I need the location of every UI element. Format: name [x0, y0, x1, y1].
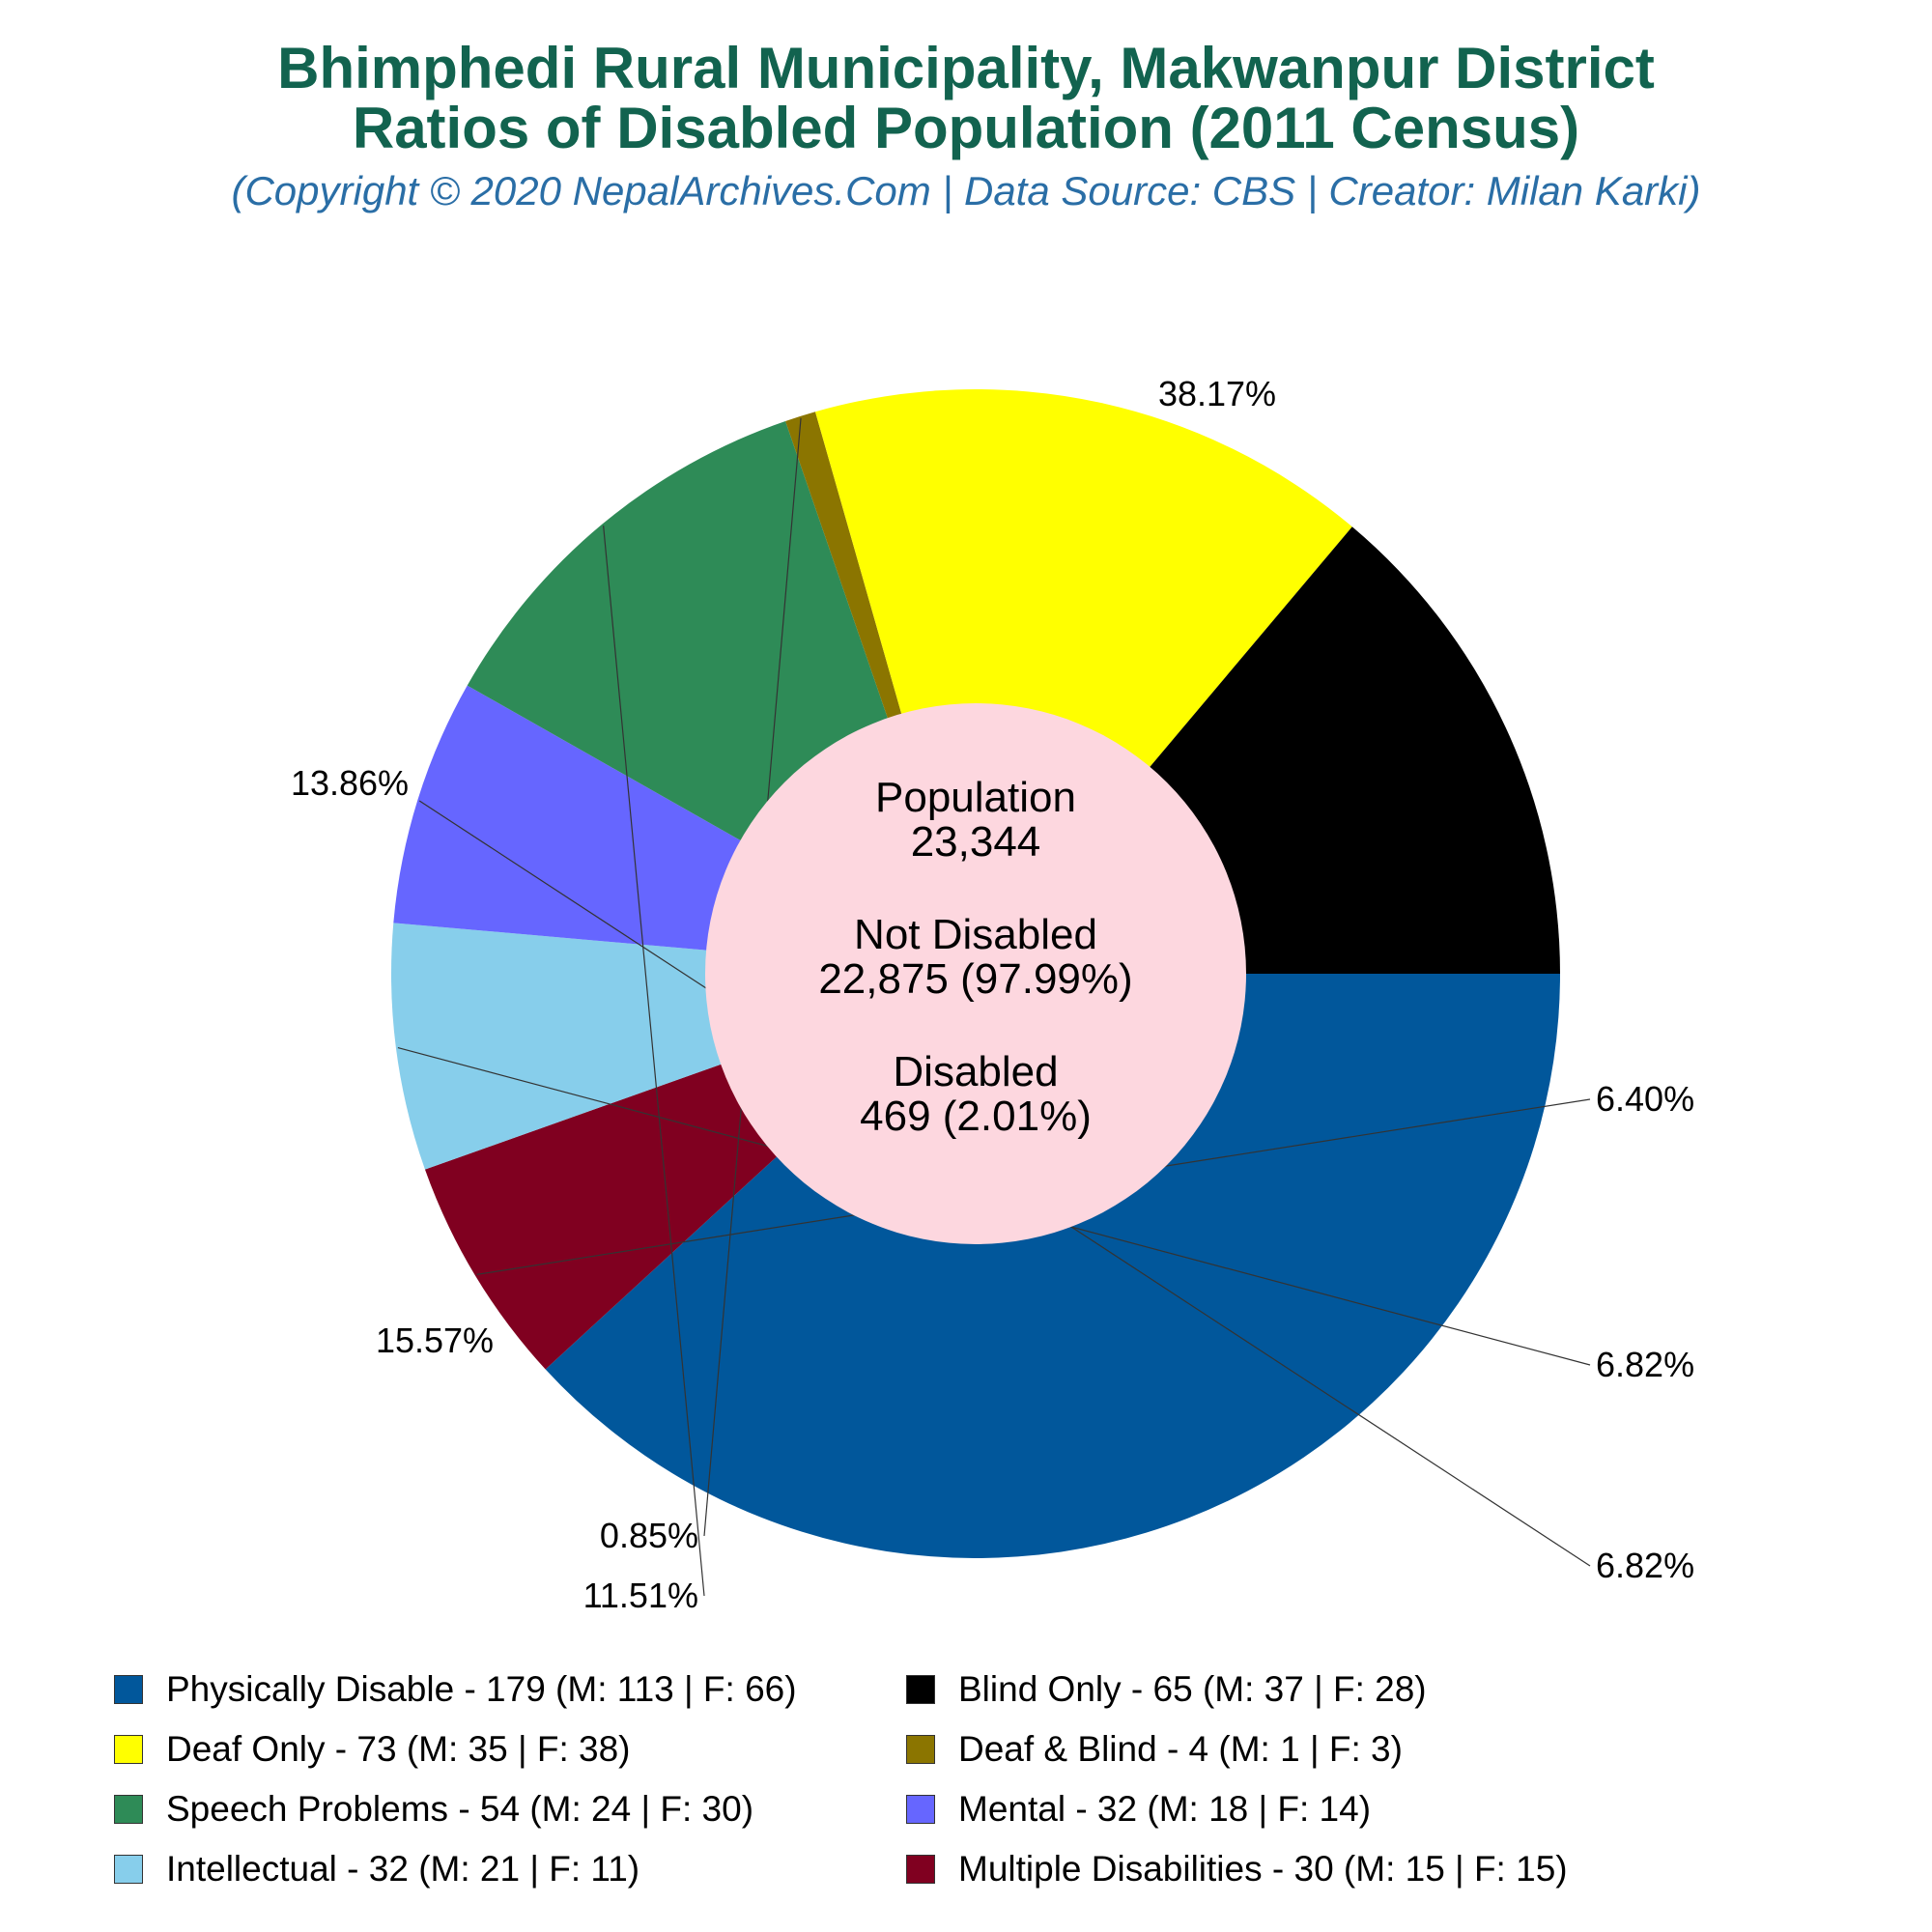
slice-label-speech-problems: 11.51% — [583, 1576, 698, 1615]
legend-swatch — [114, 1795, 143, 1824]
slice-physically-disable — [545, 974, 1560, 1558]
center-population-label: Population — [875, 774, 1076, 821]
legend-swatch — [114, 1735, 143, 1764]
center-text-group: Population 23,344 Not Disabled 22,875 (9… — [818, 774, 1132, 1140]
center-not-disabled-value: 22,875 (97.99%) — [818, 955, 1132, 1003]
legend-item: Speech Problems - 54 (M: 24 | F: 30) — [114, 1786, 753, 1833]
legend-swatch — [906, 1735, 935, 1764]
legend-swatch — [906, 1795, 935, 1824]
center-disabled-value: 469 (2.01%) — [860, 1093, 1092, 1140]
legend-item: Physically Disable - 179 (M: 113 | F: 66… — [114, 1666, 797, 1713]
chart-subtitle: (Copyright © 2020 NepalArchives.Com | Da… — [231, 168, 1701, 213]
slice-label-multiple-disabilities: 6.40% — [1596, 1079, 1694, 1119]
slice-labels-group: 38.17% 6.40% 6.82% 6.82% 11.51% 0.85% 15.57% 13… — [291, 374, 1694, 1615]
center-not-disabled-label: Not Disabled — [854, 911, 1097, 958]
slice-label-deaf-blind: 0.85% — [600, 1516, 698, 1555]
legend-item: Deaf Only - 73 (M: 35 | F: 38) — [114, 1726, 631, 1773]
legend-label: Deaf & Blind - 4 (M: 1 | F: 3) — [958, 1729, 1403, 1769]
legend-label: Physically Disable - 179 (M: 113 | F: 66… — [166, 1669, 797, 1709]
legend-label: Deaf Only - 73 (M: 35 | F: 38) — [166, 1729, 631, 1769]
center-circle — [705, 703, 1246, 1244]
legend-swatch — [906, 1855, 935, 1884]
legend-label: Multiple Disabilities - 30 (M: 15 | F: 1… — [958, 1849, 1568, 1889]
center-disabled-label: Disabled — [893, 1048, 1058, 1095]
legend-item: Blind Only - 65 (M: 37 | F: 28) — [906, 1666, 1427, 1713]
slice-label-blind-only: 13.86% — [291, 763, 409, 803]
slice-label-intellectual: 6.82% — [1596, 1345, 1694, 1384]
legend-item: Mental - 32 (M: 18 | F: 14) — [906, 1786, 1371, 1833]
slice-label-deaf-only: 15.57% — [376, 1321, 494, 1360]
center-population-value: 23,344 — [911, 818, 1041, 866]
legend-swatch — [906, 1675, 935, 1704]
leader-line — [603, 526, 705, 1597]
legend-item: Multiple Disabilities - 30 (M: 15 | F: 1… — [906, 1846, 1568, 1892]
legend-label: Intellectual - 32 (M: 21 | F: 11) — [166, 1849, 640, 1889]
chart-title-line2: Ratios of Disabled Population (2011 Cens… — [352, 96, 1580, 160]
slice-label-mental: 6.82% — [1596, 1546, 1694, 1585]
legend-item: Deaf & Blind - 4 (M: 1 | F: 3) — [906, 1726, 1403, 1773]
legend-swatch — [114, 1855, 143, 1884]
legend-label: Mental - 32 (M: 18 | F: 14) — [958, 1789, 1372, 1829]
chart-header: Bhimphedi Rural Municipality, Makwanpur … — [0, 39, 1932, 220]
legend-item: Intellectual - 32 (M: 21 | F: 11) — [114, 1846, 639, 1892]
legend-swatch — [114, 1675, 143, 1704]
legend-label: Blind Only - 65 (M: 37 | F: 28) — [958, 1669, 1427, 1709]
legend-label: Speech Problems - 54 (M: 24 | F: 30) — [166, 1789, 754, 1829]
chart-title-line1: Bhimphedi Rural Municipality, Makwanpur … — [277, 36, 1655, 100]
slice-label-physically-disable: 38.17% — [1158, 374, 1276, 413]
